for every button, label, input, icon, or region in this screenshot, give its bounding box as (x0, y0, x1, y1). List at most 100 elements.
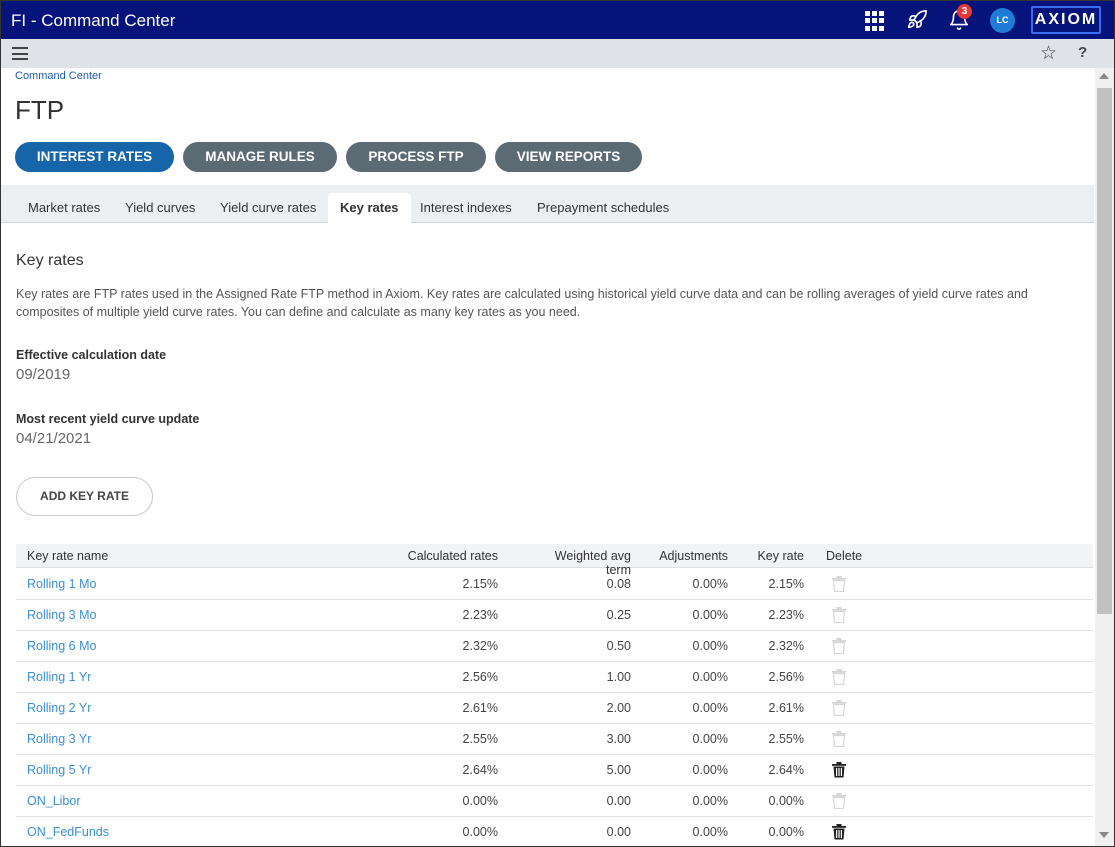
tab-prepayment-schedules[interactable]: Prepayment schedules (537, 200, 670, 215)
recent-update-value: 04/21/2021 (16, 430, 92, 447)
table-header: Key rate name Calculated rates Weighted … (16, 544, 1093, 577)
scroll-up-arrow-icon[interactable] (1099, 73, 1109, 79)
adjustments-cell: 0.00% (692, 608, 728, 622)
weighted-avg-term-cell: 2.00 (606, 701, 631, 715)
calculated-rate-cell: 2.55% (462, 732, 498, 746)
calculated-rate-cell: 2.15% (462, 577, 498, 591)
axiom-logo: AXIOM (1031, 6, 1101, 34)
table-row: Rolling 5 Yr 2.64% 5.00 0.00% 2.64% (16, 755, 1093, 786)
process-ftp-button[interactable]: PROCESS FTP (346, 142, 486, 172)
table-row: Rolling 1 Yr 2.56% 1.00 0.00% 2.56% (16, 662, 1093, 693)
key-rate-cell: 2.32% (768, 639, 804, 653)
calculated-rate-cell: 2.32% (462, 639, 498, 653)
table-row: Rolling 3 Yr 2.55% 3.00 0.00% 2.55% (16, 724, 1093, 755)
manage-rules-button[interactable]: MANAGE RULES (183, 142, 337, 172)
adjustments-cell: 0.00% (692, 670, 728, 684)
table-row: ON_FedFunds 0.00% 0.00 0.00% 0.00% (16, 817, 1093, 846)
weighted-avg-term-cell: 0.25 (606, 608, 631, 622)
key-rate-name-link[interactable]: Rolling 3 Yr (27, 732, 92, 746)
tab-yield-curves[interactable]: Yield curves (125, 200, 196, 215)
tab-bar: Market rates Yield curves Yield curve ra… (1, 185, 1094, 224)
user-avatar[interactable]: LC (990, 8, 1015, 33)
top-bar: FI - Command Center 3 LC AXIOM (1, 1, 1114, 39)
key-rate-name-link[interactable]: Rolling 2 Yr (27, 701, 92, 715)
col-header-adjustments[interactable]: Adjustments (659, 549, 728, 563)
trash-icon[interactable] (832, 762, 846, 778)
trash-icon (832, 700, 846, 717)
key-rate-name-link[interactable]: ON_FedFunds (27, 825, 109, 839)
key-rate-cell: 2.15% (768, 577, 804, 591)
table-row: Rolling 6 Mo 2.32% 0.50 0.00% 2.32% (16, 631, 1093, 662)
tab-yield-curve-rates[interactable]: Yield curve rates (220, 200, 317, 215)
description-text: Key rates are FTP rates used in the Assi… (16, 287, 1028, 319)
adjustments-cell: 0.00% (692, 732, 728, 746)
key-rate-name-link[interactable]: ON_Libor (27, 794, 81, 808)
weighted-avg-term-cell: 0.50 (606, 639, 631, 653)
scroll-down-arrow-icon[interactable] (1099, 832, 1109, 838)
trash-icon (832, 638, 846, 655)
view-reports-button[interactable]: VIEW REPORTS (495, 142, 642, 172)
calculated-rate-cell: 2.56% (462, 670, 498, 684)
star-icon[interactable]: ☆ (1040, 43, 1058, 64)
calculated-rate-cell: 2.64% (462, 763, 498, 777)
table-row: Rolling 2 Yr 2.61% 2.00 0.00% 2.61% (16, 693, 1093, 724)
trash-icon (832, 576, 846, 593)
table-row: Rolling 3 Mo 2.23% 0.25 0.00% 2.23% (16, 600, 1093, 631)
trash-icon (832, 731, 846, 748)
calculated-rate-cell: 2.23% (462, 608, 498, 622)
help-icon[interactable]: ? (1078, 44, 1088, 61)
key-rate-name-link[interactable]: Rolling 6 Mo (27, 639, 97, 653)
app-title: FI - Command Center (11, 11, 176, 30)
apps-grid-icon[interactable] (865, 11, 885, 31)
adjustments-cell: 0.00% (692, 577, 728, 591)
key-rate-name-link[interactable]: Rolling 1 Mo (27, 577, 97, 591)
key-rate-cell: 2.64% (768, 763, 804, 777)
weighted-avg-term-cell: 0.00 (606, 825, 631, 839)
key-rate-cell: 2.55% (768, 732, 804, 746)
col-header-key-rate[interactable]: Key rate (757, 549, 804, 563)
trash-icon[interactable] (832, 824, 846, 840)
weighted-avg-term-cell: 0.08 (606, 577, 631, 591)
adjustments-cell: 0.00% (692, 639, 728, 653)
calculated-rate-cell: 2.61% (462, 701, 498, 715)
effective-date-value: 09/2019 (16, 366, 71, 383)
key-rate-cell: 2.23% (768, 608, 804, 622)
col-header-delete: Delete (826, 549, 863, 563)
interest-rates-button[interactable]: INTEREST RATES (15, 142, 174, 172)
col-header-name[interactable]: Key rate name (27, 549, 109, 563)
key-rate-cell: 2.56% (768, 670, 804, 684)
trash-icon (832, 793, 846, 810)
notification-badge: 3 (957, 4, 972, 19)
trash-icon (832, 607, 846, 624)
key-rate-cell: 0.00% (768, 794, 804, 808)
key-rate-cell: 0.00% (768, 825, 804, 839)
secondary-bar: ☆ ? (1, 39, 1114, 68)
col-header-weighted-term[interactable]: Weighted avg term (554, 549, 631, 577)
weighted-avg-term-cell: 0.00 (606, 794, 631, 808)
recent-update-label: Most recent yield curve update (16, 412, 200, 426)
key-rate-name-link[interactable]: Rolling 5 Yr (27, 763, 92, 777)
rocket-icon[interactable] (906, 9, 928, 31)
tab-interest-indexes[interactable]: Interest indexes (420, 200, 512, 215)
calculated-rate-cell: 0.00% (462, 794, 498, 808)
col-header-calculated[interactable]: Calculated rates (407, 549, 498, 563)
weighted-avg-term-cell: 3.00 (606, 732, 631, 746)
key-rate-name-link[interactable]: Rolling 1 Yr (27, 670, 92, 684)
key-rate-name-link[interactable]: Rolling 3 Mo (27, 608, 97, 622)
weighted-avg-term-cell: 1.00 (606, 670, 631, 684)
adjustments-cell: 0.00% (692, 701, 728, 715)
add-key-rate-button[interactable]: ADD KEY RATE (16, 477, 153, 516)
hamburger-menu-icon[interactable] (12, 47, 28, 60)
tab-key-rates[interactable]: Key rates (328, 193, 411, 224)
adjustments-cell: 0.00% (692, 763, 728, 777)
adjustments-cell: 0.00% (692, 794, 728, 808)
table-row: ON_Libor 0.00% 0.00 0.00% 0.00% (16, 786, 1093, 817)
table-row: Rolling 1 Mo 2.15% 0.08 0.00% 2.15% (16, 569, 1093, 600)
calculated-rate-cell: 0.00% (462, 825, 498, 839)
breadcrumb[interactable]: Command Center (15, 70, 102, 82)
weighted-avg-term-cell: 5.00 (606, 763, 631, 777)
scrollbar-thumb[interactable] (1097, 88, 1112, 614)
key-rate-cell: 2.61% (768, 701, 804, 715)
tab-market-rates[interactable]: Market rates (28, 200, 101, 215)
